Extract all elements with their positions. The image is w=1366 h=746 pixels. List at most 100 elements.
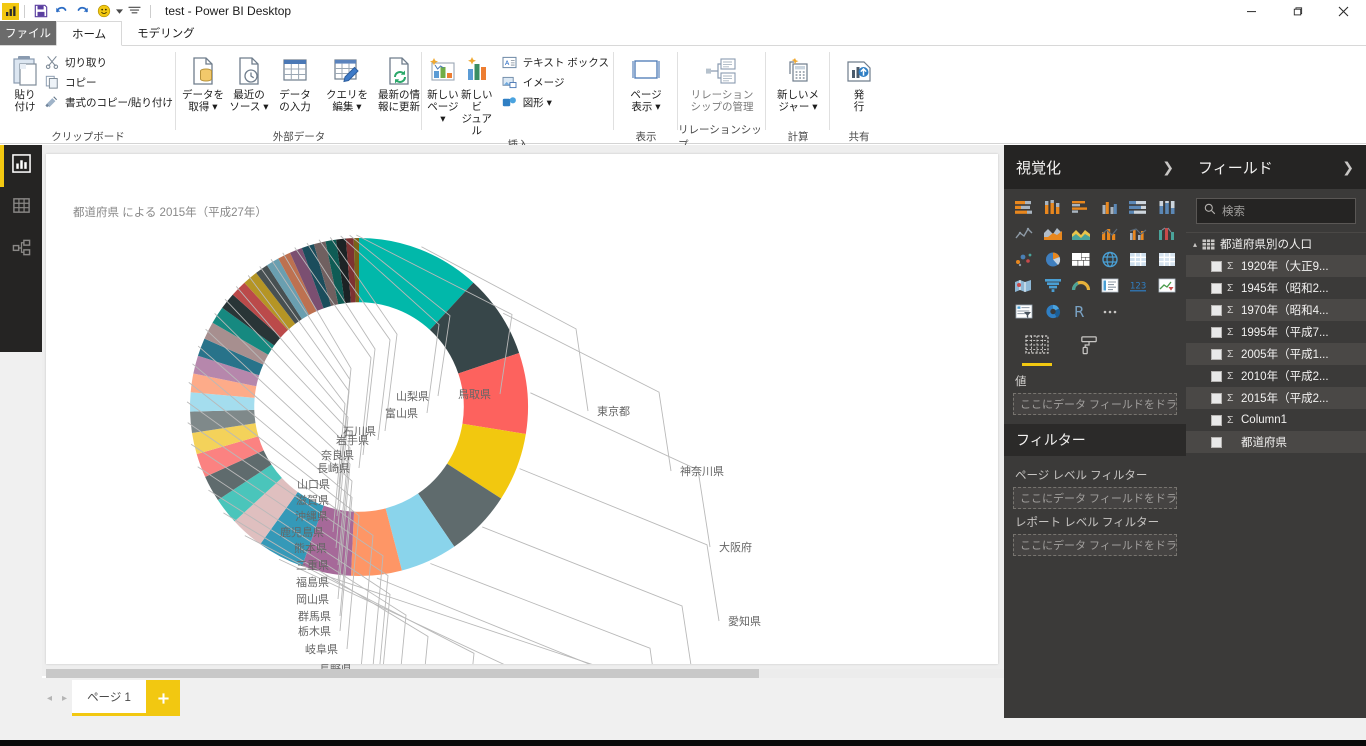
funnel-icon[interactable]: [1041, 274, 1065, 296]
card-icon[interactable]: 123: [1126, 274, 1150, 296]
report-page[interactable]: 都道府県 による 2015年（平成27年） 東京都神奈川県大阪府愛知県埼玉県千葉…: [46, 154, 998, 746]
field-checkbox[interactable]: [1211, 260, 1222, 272]
donut-slice[interactable]: [302, 505, 355, 576]
donut-slice[interactable]: [278, 252, 317, 315]
new-page-button[interactable]: 新しい ページ ▾: [426, 50, 460, 125]
line-stacked-column-chart-icon[interactable]: [1098, 222, 1122, 244]
donut-chart-visual[interactable]: 東京都神奈川県大阪府愛知県埼玉県千葉県兵庫県北海道福岡県静岡県茨城県広島県京都府…: [46, 154, 998, 746]
enter-data-button[interactable]: データ の入力: [272, 50, 318, 113]
ribbon-chart-icon[interactable]: [1155, 222, 1179, 244]
customize-qat-icon[interactable]: [124, 1, 145, 21]
donut-slice[interactable]: [197, 338, 264, 376]
search-input[interactable]: 検索: [1196, 198, 1356, 224]
donut-slice[interactable]: [212, 307, 275, 355]
field-row[interactable]: Σ 1945年（昭和2...: [1186, 277, 1366, 299]
multi-row-card-icon[interactable]: [1098, 274, 1122, 296]
donut-slice[interactable]: [418, 463, 502, 547]
report-canvas-area[interactable]: 都道府県 による 2015年（平成27年） 東京都神奈川県大阪府愛知県埼玉県千葉…: [42, 145, 1004, 746]
donut-slice[interactable]: [205, 450, 272, 501]
report-level-filter-dropzone[interactable]: ここにデータ フィールドをドラッグ...: [1013, 534, 1177, 556]
field-row[interactable]: Σ 1995年（平成7...: [1186, 321, 1366, 343]
filled-map-icon[interactable]: [1012, 274, 1036, 296]
field-row[interactable]: Σ 2005年（平成1...: [1186, 343, 1366, 365]
field-checkbox[interactable]: [1211, 304, 1222, 316]
page-next-button[interactable]: ▸: [61, 692, 68, 704]
minimize-button[interactable]: [1228, 0, 1274, 22]
donut-slice[interactable]: [196, 436, 264, 477]
field-checkbox[interactable]: [1211, 436, 1222, 448]
shapes-button[interactable]: 図形 ▾: [498, 92, 614, 112]
expander-icon[interactable]: ▴: [1193, 239, 1198, 249]
recent-sources-button[interactable]: 最近の ソース ▾: [226, 50, 272, 113]
100-stacked-bar-chart-icon[interactable]: [1126, 196, 1150, 218]
save-icon[interactable]: [30, 1, 51, 21]
field-checkbox[interactable]: [1211, 370, 1222, 382]
page-prev-button[interactable]: ◂: [46, 692, 53, 704]
donut-slice[interactable]: [190, 392, 255, 412]
stacked-column-chart-icon[interactable]: [1041, 196, 1065, 218]
format-painter-button[interactable]: 書式のコピー/貼り付け: [40, 92, 178, 112]
redo-icon[interactable]: [72, 1, 93, 21]
sidebar-item-report-view[interactable]: [0, 145, 42, 187]
tab-home[interactable]: ホーム: [56, 21, 123, 46]
field-row[interactable]: Σ 2015年（平成2...: [1186, 387, 1366, 409]
field-checkbox[interactable]: [1211, 414, 1222, 426]
donut-chart-svg[interactable]: [46, 154, 998, 746]
scrollbar-thumb[interactable]: [46, 669, 759, 678]
donut-slice[interactable]: [385, 493, 455, 571]
donut-slice[interactable]: [190, 373, 257, 398]
slicer-icon[interactable]: [1012, 300, 1036, 322]
field-checkbox[interactable]: [1211, 326, 1222, 338]
donut-slice[interactable]: [222, 294, 281, 346]
field-checkbox[interactable]: [1211, 282, 1222, 294]
tab-file[interactable]: ファイル: [0, 21, 56, 45]
kpi-icon[interactable]: [1155, 274, 1179, 296]
gauge-icon[interactable]: [1069, 274, 1093, 296]
donut-slice[interactable]: [336, 238, 351, 304]
add-page-button[interactable]: [146, 680, 180, 716]
page-view-button[interactable]: ページ 表示 ▾: [620, 50, 672, 113]
manage-relationships-button[interactable]: リレーション シップの管理: [682, 50, 762, 113]
undo-icon[interactable]: [51, 1, 72, 21]
sidebar-item-data-view[interactable]: [0, 187, 42, 229]
sidebar-item-model-view[interactable]: [0, 229, 42, 271]
maximize-button[interactable]: [1274, 0, 1320, 22]
donut-slice[interactable]: [289, 247, 324, 312]
matrix-icon[interactable]: [1126, 248, 1150, 270]
field-row[interactable]: Σ 1920年（大正9...: [1186, 255, 1366, 277]
get-data-button[interactable]: データを 取得 ▾: [180, 50, 226, 113]
line-chart-icon[interactable]: [1012, 222, 1036, 244]
cut-button[interactable]: 切り取り: [40, 52, 178, 72]
refresh-button[interactable]: 最新の情 報に更新: [376, 50, 422, 113]
treemap-icon[interactable]: [1069, 248, 1093, 270]
r-script-visual-icon[interactable]: R: [1069, 300, 1093, 322]
edit-queries-button[interactable]: クエリを 編集 ▾: [324, 50, 370, 113]
field-checkbox[interactable]: [1211, 348, 1222, 360]
donut-slice[interactable]: [359, 238, 474, 330]
donut-slice[interactable]: [217, 464, 282, 522]
donut-slice[interactable]: [458, 352, 528, 435]
donut-slice[interactable]: [204, 322, 269, 365]
page-level-filter-dropzone[interactable]: ここにデータ フィールドをドラッグ...: [1013, 487, 1177, 509]
line-clustered-column-chart-icon[interactable]: [1126, 222, 1150, 244]
map-icon[interactable]: [1098, 248, 1122, 270]
smiley-icon[interactable]: [93, 1, 114, 21]
chevron-down-icon[interactable]: [114, 1, 124, 21]
scatter-chart-icon[interactable]: [1012, 248, 1036, 270]
copy-button[interactable]: コピー: [40, 72, 178, 92]
field-row[interactable]: Σ Column1: [1186, 409, 1366, 431]
donut-slice[interactable]: [301, 244, 332, 309]
field-row[interactable]: Σ 1970年（昭和4...: [1186, 299, 1366, 321]
fields-table-node[interactable]: ▴ 都道府県別の人口: [1186, 233, 1366, 255]
100-stacked-column-chart-icon[interactable]: [1155, 196, 1179, 218]
format-well-tab[interactable]: [1072, 332, 1106, 366]
close-button[interactable]: [1320, 0, 1366, 22]
donut-slice[interactable]: [429, 282, 520, 374]
image-button[interactable]: イメージ: [498, 72, 614, 92]
pie-chart-icon[interactable]: [1041, 248, 1065, 270]
paste-button[interactable]: 貼り 付け: [10, 50, 40, 113]
tab-modeling[interactable]: モデリング: [137, 28, 195, 40]
field-checkbox[interactable]: [1211, 392, 1222, 404]
more-options-icon[interactable]: [1098, 300, 1122, 322]
canvas-horizontal-scrollbar[interactable]: [46, 669, 1004, 678]
